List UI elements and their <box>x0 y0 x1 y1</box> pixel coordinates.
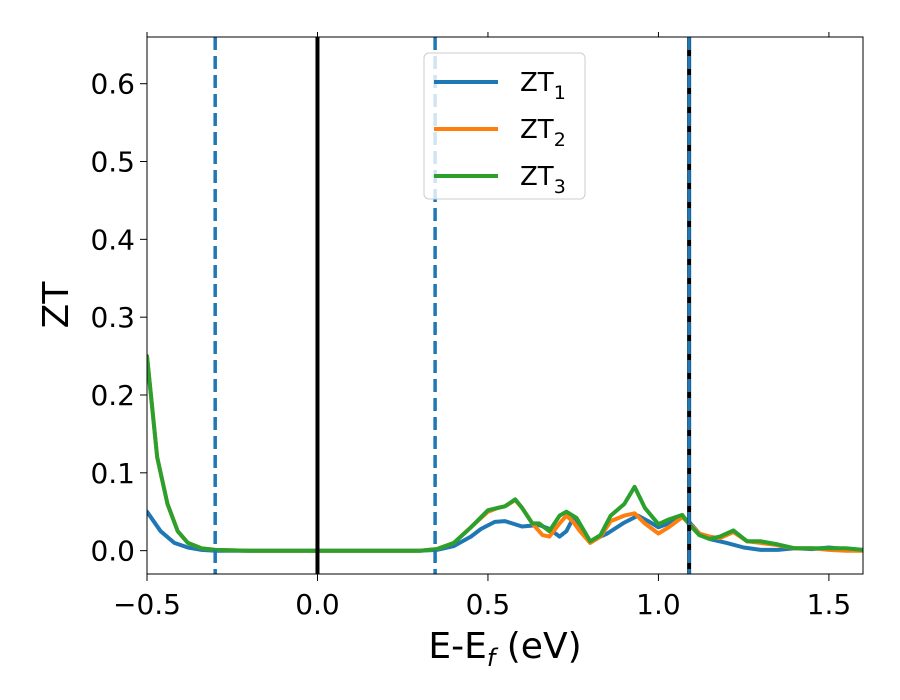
x-axis-title-main: E-E <box>428 626 486 667</box>
y-tick-label: 0.3 <box>90 301 135 334</box>
legend: ZT1 ZT2 ZT3 <box>423 52 586 200</box>
series-line-zt1 <box>147 509 863 553</box>
series-layer <box>147 354 863 553</box>
legend-label-zt3: ZT3 <box>520 162 566 198</box>
y-tick-label: 0.5 <box>90 146 135 179</box>
y-tick-label: 0.0 <box>90 535 135 568</box>
x-axis-title-unit: (eV) <box>495 626 581 667</box>
x-tick-label: −0.5 <box>113 588 181 621</box>
y-tick-label: 0.1 <box>90 457 135 490</box>
x-axis: −0.5 0.0 0.5 1.0 1.5 <box>113 32 851 621</box>
x-tick-label: 0.5 <box>466 588 511 621</box>
legend-label-zt2: ZT2 <box>520 115 566 151</box>
x-tick-label: 0.0 <box>295 588 340 621</box>
plot-frame <box>146 36 864 575</box>
x-tick-label: 1.0 <box>636 588 681 621</box>
legend-box <box>423 52 586 200</box>
x-axis-title: E-Ef (eV) <box>428 626 581 672</box>
y-tick-label: 0.6 <box>90 68 135 101</box>
y-tick-label: 0.4 <box>90 223 135 256</box>
series-line-zt3 <box>147 354 863 553</box>
legend-label-zt1: ZT1 <box>520 68 566 104</box>
y-axis-title: ZT <box>36 281 77 329</box>
x-tick-label: 1.5 <box>807 588 852 621</box>
y-axis: 0.0 0.1 0.2 0.3 0.4 0.5 0.6 <box>90 68 147 568</box>
y-tick-label: 0.2 <box>90 379 135 412</box>
reference-lines <box>213 37 692 574</box>
